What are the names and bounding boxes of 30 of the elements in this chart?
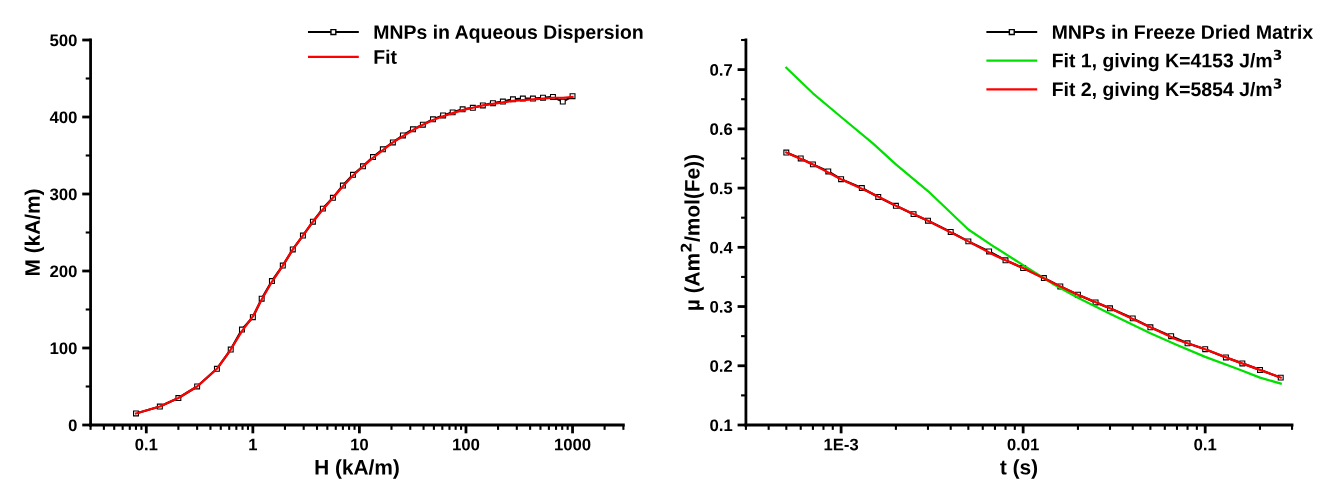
y-tick-label: 0.6 (710, 123, 733, 136)
y-tick-label: 500 (50, 34, 77, 47)
x-tick-label: 0.1 (135, 438, 158, 451)
y-tick-label: 100 (50, 342, 77, 355)
y-tick-label: 400 (49, 111, 77, 124)
legend-label: Fit 2, giving K=5854 J/m$^{3}$ (1052, 78, 1282, 101)
x-axis-title: t (s) (1000, 459, 1038, 479)
legend-label: Fit 1, giving K=4153 J/m$^{3}$ (1052, 49, 1282, 72)
y-axis-title: M (kA/m) (24, 189, 45, 276)
y-tick-label: 0.2 (710, 360, 733, 372)
legend-label: MNPs in Freeze Dried Matrix (1052, 24, 1314, 39)
legend-label: MNPs in Aqueous Dispersion (374, 24, 643, 43)
x-tick-label: 10 (351, 438, 368, 451)
y-tick-label: 200 (50, 265, 77, 278)
y-tick-label: 0.3 (710, 300, 733, 313)
y-tick-label: 0.7 (710, 64, 732, 76)
x-tick-label: 0.01 (1007, 438, 1039, 451)
y-axis-title: µ (Am$^{2}$/mol(Fe)) (680, 155, 704, 310)
x-tick-label: 0.1 (1194, 438, 1217, 451)
x-axis-title: H (kA/m) (315, 459, 399, 479)
y-tick-label: 300 (49, 188, 77, 201)
x-tick-label: 1 (249, 438, 258, 451)
x-tick-label: 1000 (555, 438, 591, 451)
x-tick-label: 100 (453, 438, 480, 451)
y-tick-label: 0.1 (710, 419, 733, 432)
x-tick-label: 1E-3 (824, 438, 859, 451)
y-tick-label: 0.5 (710, 182, 733, 195)
legend-label: Fit (374, 49, 397, 64)
y-tick-label: 0 (68, 419, 77, 432)
y-tick-label: 0.4 (710, 241, 733, 254)
